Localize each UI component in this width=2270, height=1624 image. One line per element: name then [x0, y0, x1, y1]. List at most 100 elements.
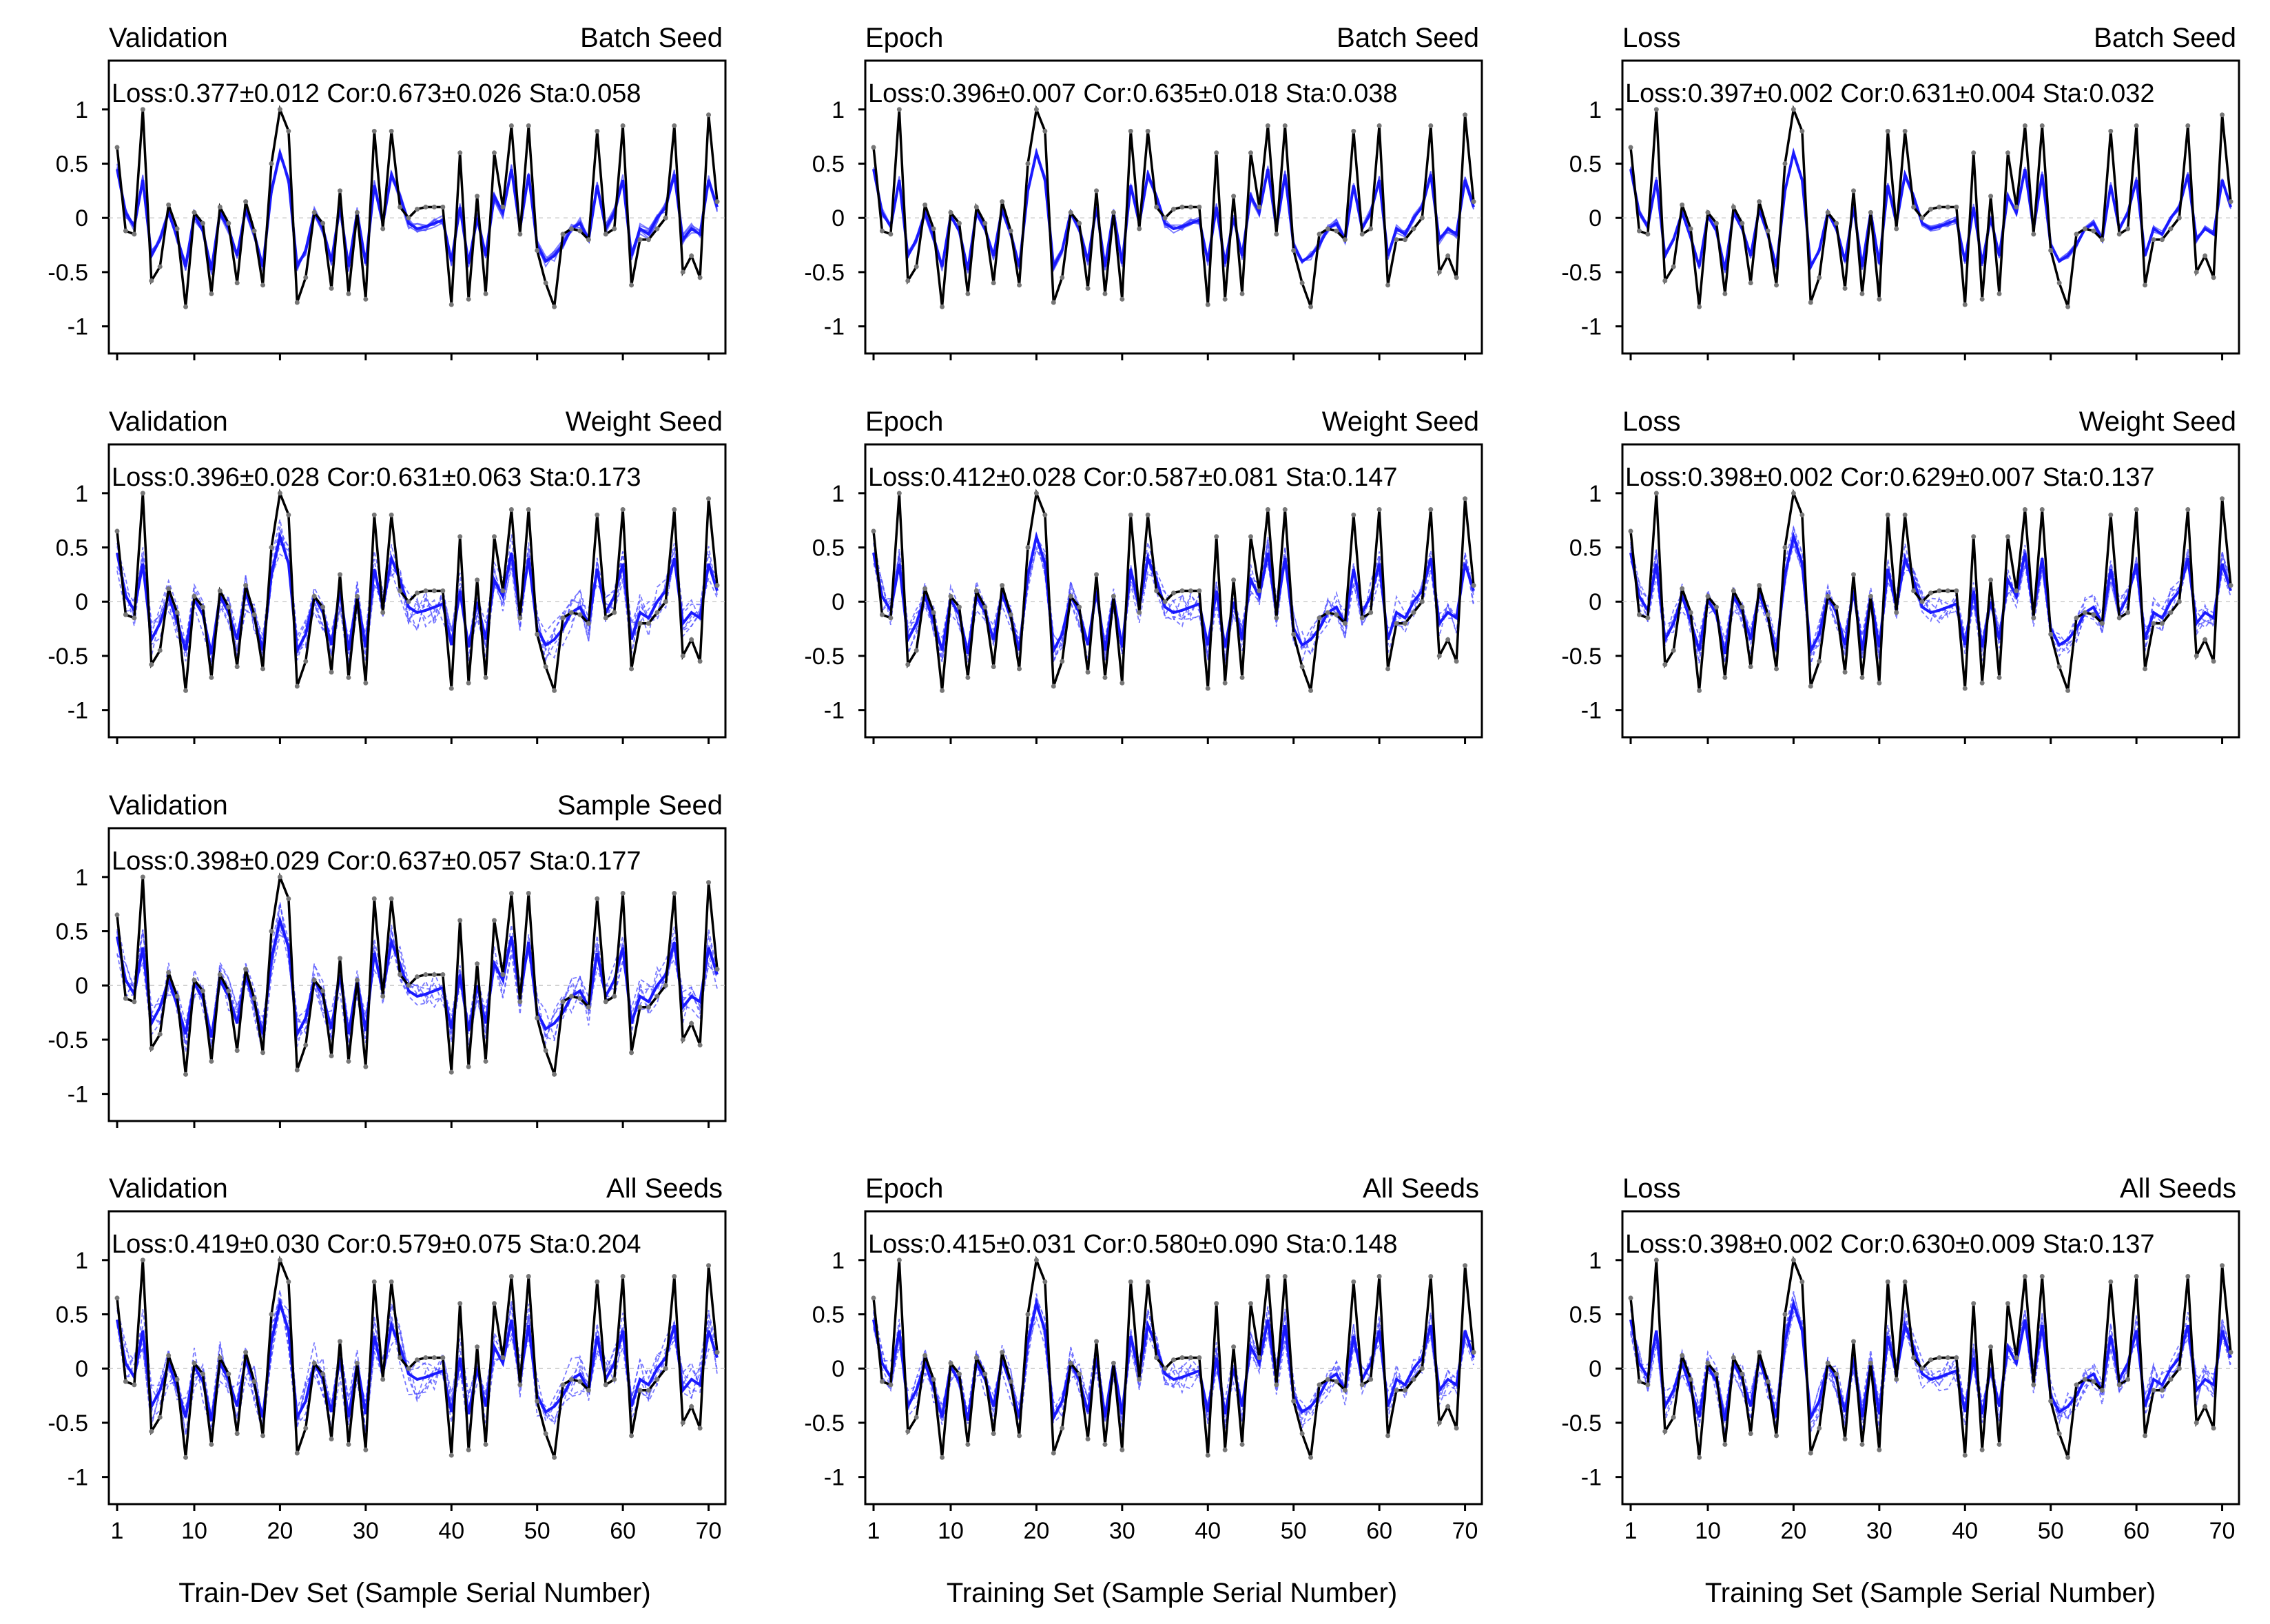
panel-r0-c2-target-point	[1902, 128, 1908, 134]
panel-r3-c1-target-point	[1188, 1355, 1193, 1360]
panel-r3-c2-target-point	[2116, 1382, 2122, 1388]
panel-r0-c1-target-point	[1102, 291, 1108, 296]
panel-r1-c0-target-point	[612, 610, 617, 615]
panel-r1-c0-target-point	[508, 506, 514, 512]
panel-r3-c1: 1 0.5 0 -0.5 -1 1 10 20 30 40 50 60 70 Epoch All Seeds…	[804, 1173, 1483, 1544]
panel-r1-c0-run-line	[116, 519, 718, 667]
panel-r3-c2-target-point	[1680, 1353, 1685, 1358]
panel-r1-c2-target-point	[1817, 659, 1822, 664]
panel-r1-c1-target-point	[1085, 670, 1091, 675]
panel-r3-c1-ytick-label: -0.5	[804, 1410, 845, 1437]
panel-r2-c0-ytick-label: 0.5	[56, 919, 88, 945]
panel-r3-c0-target-point	[149, 1429, 154, 1435]
panel-r1-c1-target-point	[1282, 506, 1288, 512]
panel-r0-c0-target-point	[406, 215, 411, 220]
panel-r3-c2-target-point	[1902, 1279, 1908, 1284]
panel-r3-c0-target-point	[714, 1350, 720, 1355]
panel-r1-c0-target-point	[166, 586, 172, 591]
panel-r2-c0-target-point	[260, 1050, 266, 1056]
panel-r2-c0-target-point	[466, 1064, 471, 1069]
panel-r1-c0-target-point	[157, 648, 163, 653]
panel-r1-c2-target-point	[2082, 610, 2087, 615]
panel-r3-c0-target-point	[338, 1339, 343, 1344]
panel-r1-c1-target-point	[1162, 599, 1168, 604]
panel-r0-c2-target-point	[1919, 215, 1925, 220]
panel-r0-c2-target-point	[1713, 220, 1719, 226]
panel-r1-c1-target-point	[1325, 610, 1330, 615]
panel-r3-c0-target-point	[174, 1377, 180, 1382]
panel-r0-c2-target-point	[1808, 300, 1813, 305]
panel-r3-c2-target-point	[1705, 1360, 1711, 1366]
panel-r1-c2-target-point	[2005, 534, 2010, 539]
panel-r2-c0-target-point	[217, 972, 223, 977]
panel-r0-c2-target-point	[1988, 194, 1994, 199]
panel-r1-c2-target-point	[1671, 648, 1676, 653]
panel-r0-c1-target-point	[940, 304, 945, 309]
panel-r1-c0-target-point	[123, 612, 128, 617]
panel-r2-c0-target-point	[508, 890, 514, 896]
panel-r0-c0-target-point	[535, 247, 540, 253]
panel-r2-c0-target-point	[277, 874, 282, 880]
panel-r1-c2-target-point	[1653, 491, 1659, 496]
panel-r3-c2-ytick-label: 0	[1589, 1356, 1602, 1382]
panel-r0-c1-target-point	[1471, 199, 1476, 205]
panel-r3-c0-target-point	[577, 1379, 583, 1384]
panel-r3-c0-target-point	[389, 1279, 394, 1284]
panel-r1-c0-target-point	[672, 506, 677, 512]
panel-r1-c0-target-point	[689, 637, 694, 642]
panel-r0-c0-target-point	[269, 161, 274, 167]
panel-r3-c1-target-point	[991, 1431, 996, 1437]
panel-r0-c0-target-point	[217, 205, 223, 209]
panel-r3-c2-target-point	[2099, 1388, 2105, 1393]
panel-r1-c2-target-point	[2091, 612, 2096, 617]
panel-r1-c0-target-point	[568, 610, 574, 615]
panel-r3-c0-target-point	[586, 1388, 591, 1393]
panel-r0-c0-target-point	[398, 205, 403, 209]
panel-r1-c1-target-point	[973, 588, 979, 593]
panel-r1-c0-target-point	[475, 577, 480, 583]
panel-r0-c0-ytick-label: 0	[75, 205, 88, 232]
x-axis-label-col0: Train-Dev Set (Sample Serial Number)	[178, 1578, 650, 1608]
panel-r0-c1-target-point	[905, 278, 911, 284]
panel-r2-c0-stats: Loss:0.398±0.029 Cor:0.637±0.057 Sta:0.1…	[112, 847, 641, 876]
panel-r0-c2-ytick-label: -0.5	[1561, 260, 1602, 286]
panel-r1-c0-target-point	[192, 593, 197, 599]
panel-r1-c2-target-point	[1628, 528, 1633, 534]
panel-r3-c0-target-point	[209, 1441, 214, 1447]
panel-r0-c2-target-point	[1928, 207, 1933, 212]
panel-r2-c0-target-point	[586, 1005, 591, 1010]
panel-r0-c1-target-point	[1222, 296, 1228, 302]
panel-r3-c0-target-point	[517, 1382, 523, 1388]
panel-r0-c0-target-point	[689, 253, 694, 258]
panel-r3-c2-target-point	[2159, 1388, 2165, 1393]
panel-r3-c1-target-point	[888, 1382, 894, 1388]
panel-r3-c1-target-point	[1299, 1431, 1305, 1437]
panel-r1-c2-target-point	[1834, 604, 1839, 610]
panel-r0-c0-target-point	[457, 150, 463, 156]
panel-r3-c0-title-right: All Seeds	[606, 1173, 723, 1204]
panel-r0-c0-target-point	[415, 207, 420, 212]
panel-r1-c0-title-left: Validation	[109, 407, 228, 437]
panel-r1-c1-target-point	[1188, 588, 1193, 593]
panel-r3-c1-target-point	[1419, 1366, 1425, 1371]
panel-r1-c2-target-point	[1765, 612, 1771, 617]
panel-r1-c0-target-point	[140, 491, 145, 496]
panel-r0-c0-target-point	[166, 202, 172, 207]
panel-r2-c0-target-point	[629, 1050, 634, 1056]
panel-r3-c1-target-point	[1051, 1450, 1056, 1456]
panel-r3-c0-xtick-label: 50	[524, 1518, 550, 1544]
panel-r3-c1-target-point	[1342, 1388, 1348, 1393]
panel-r0-c1-target-point	[1042, 128, 1048, 134]
panel-r1-c0-target-point	[577, 612, 583, 617]
panel-r3-c0-target-point	[431, 1355, 437, 1360]
panel-r1-c1-target-point	[1454, 659, 1459, 664]
panel-r2-c0-target-point	[654, 994, 660, 999]
panel-r3-c2-target-point	[1628, 1295, 1633, 1301]
panel-r1-c0-ytick-label: 1	[75, 481, 88, 507]
panel-r1-c2-target-point	[1851, 572, 1857, 577]
panel-r1-c0-target-point	[320, 604, 326, 610]
panel-r3-c2-target-point	[2176, 1366, 2182, 1371]
panel-r1-c2-target-point	[2099, 621, 2105, 626]
panel-r1-c0-target-point	[714, 583, 720, 588]
panel-r1-c2-target-point	[1705, 593, 1711, 599]
